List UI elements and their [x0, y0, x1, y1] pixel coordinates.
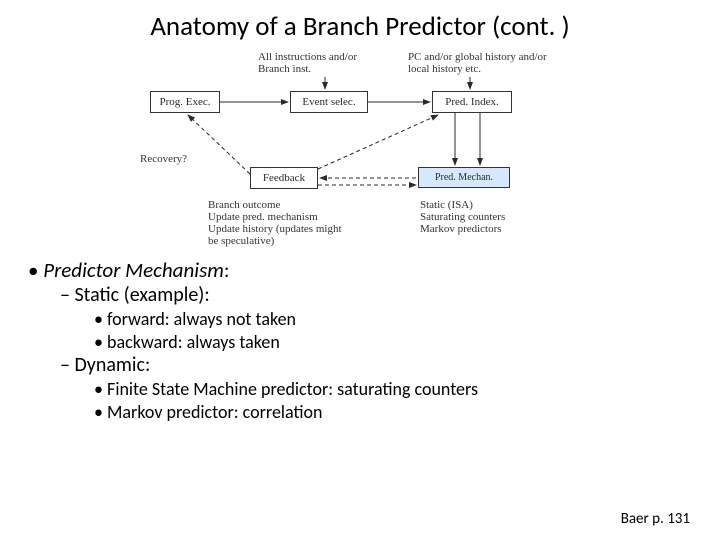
node-prog-exec: Prog. Exec.: [150, 91, 220, 113]
label-bottom-right: Static (ISA) Saturating counters Markov …: [420, 199, 505, 235]
label-top-right: PC and/or global history and/or local hi…: [408, 51, 547, 75]
lbl-bl-3: be speculative): [208, 235, 342, 247]
bullet-forward: forward: always not taken: [94, 308, 692, 331]
label-top-left-l1: All instructions and/or: [258, 51, 357, 63]
h1-text: Predictor Mechanism: [43, 257, 224, 283]
lbl-br-1: Saturating counters: [420, 211, 505, 223]
branch-predictor-diagram: Prog. Exec. Event selec. Pred. Index. Fe…: [100, 49, 620, 249]
bullet-list: Predictor Mechanism: Static (example): f…: [28, 257, 692, 423]
bullet-fsm: Finite State Machine predictor: saturati…: [94, 378, 692, 401]
label-top-right-l1: PC and/or global history and/or: [408, 51, 547, 63]
lbl-br-2: Markov predictors: [420, 223, 505, 235]
label-bottom-left: Branch outcome Update pred. mechanism Up…: [208, 199, 342, 247]
h1-suffix: :: [224, 257, 230, 283]
node-pred-index: Pred. Index.: [432, 91, 512, 113]
node-pred-mechan: Pred. Mechan.: [418, 167, 510, 188]
lbl-bl-0: Branch outcome: [208, 199, 342, 211]
page-ref: Baer p. 131: [621, 510, 690, 528]
lbl-bl-2: Update history (updates might: [208, 223, 342, 235]
label-recovery: Recovery?: [140, 153, 187, 165]
node-feedback: Feedback: [250, 167, 318, 189]
bullet-dynamic: Dynamic:: [60, 353, 692, 378]
label-top-right-l2: local history etc.: [408, 63, 547, 75]
bullet-static: Static (example):: [60, 283, 692, 308]
label-top-left: All instructions and/or Branch inst.: [258, 51, 357, 75]
lbl-br-0: Static (ISA): [420, 199, 505, 211]
diagram-arrows: [100, 49, 620, 249]
label-top-left-l2: Branch inst.: [258, 63, 357, 75]
node-event-selec: Event selec.: [290, 91, 368, 113]
bullet-predictor-mechanism: Predictor Mechanism:: [28, 257, 692, 283]
bullet-backward: backward: always taken: [94, 331, 692, 354]
lbl-bl-1: Update pred. mechanism: [208, 211, 342, 223]
slide-title: Anatomy of a Branch Predictor (cont. ): [28, 10, 692, 43]
bullet-markov: Markov predictor: correlation: [94, 401, 692, 424]
